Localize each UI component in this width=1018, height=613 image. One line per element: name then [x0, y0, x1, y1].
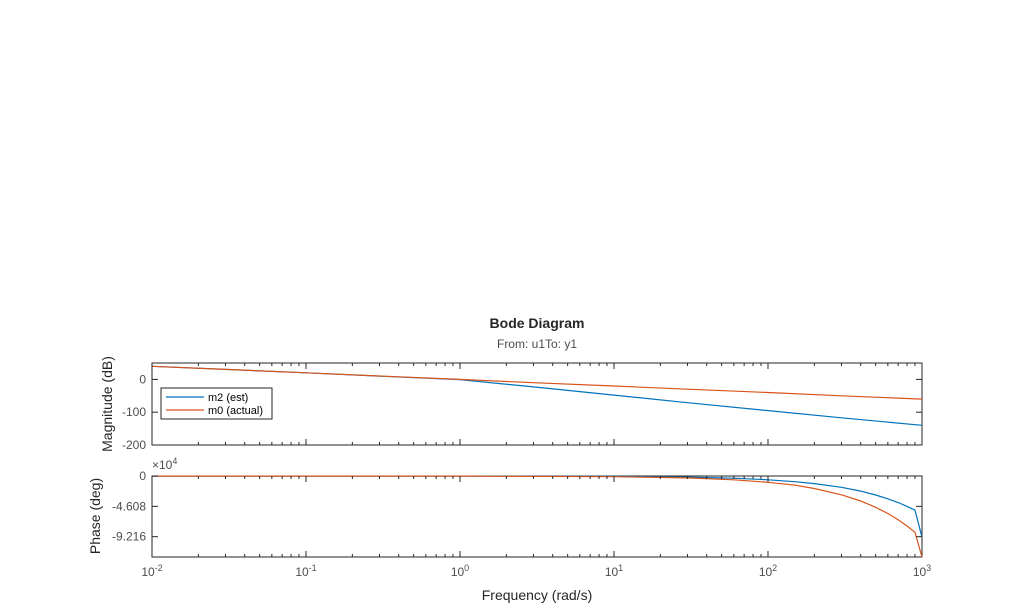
x-tick-label: 10-1	[295, 563, 316, 579]
x-tick-label-exp: 3	[926, 563, 931, 573]
phase-y-tick-label: 0	[139, 469, 146, 483]
x-tick-label: 10-2	[141, 563, 162, 579]
phase-axes: 0 -4.608 -9.216 Phase (deg) ×104	[87, 456, 923, 558]
magnitude-y-tick-label: 0	[139, 372, 146, 386]
x-tick-label: 101	[605, 563, 623, 579]
x-ticks-group: 10-2 10-1 100 101 102 103	[141, 363, 931, 579]
magnitude-series-group	[151, 365, 923, 426]
magnitude-y-tick-label: -100	[122, 405, 146, 419]
x-tick-label: 100	[451, 563, 469, 579]
phase-ylabel: Phase (deg)	[87, 478, 103, 554]
x-tick-label-base: 10	[451, 565, 465, 579]
x-tick-label-exp: 2	[772, 563, 777, 573]
phase-plot-area	[151, 475, 923, 558]
x-tick-label-base: 10	[141, 565, 155, 579]
x-tick-label-base: 10	[295, 565, 309, 579]
x-tick-label-exp: -1	[309, 563, 317, 573]
x-tick-label-exp: 0	[464, 563, 469, 573]
phase-y-tick-label: -4.608	[112, 499, 146, 513]
x-tick-label-exp: 1	[618, 563, 623, 573]
legend-label-m0-actual: m0 (actual)	[208, 405, 263, 417]
phase-series-group	[152, 475, 923, 558]
magnitude-ylabel: Magnitude (dB)	[99, 356, 115, 452]
x-axis-label: Frequency (rad/s)	[482, 587, 592, 603]
magnitude-ticks-group: 0 -100 -200	[122, 372, 922, 452]
legend-box	[160, 387, 273, 420]
magnitude-y-tick-label: -200	[122, 438, 146, 452]
phase-series-1	[152, 475, 923, 558]
x-tick-label-base: 10	[605, 565, 619, 579]
phase-multiplier-exp: 4	[172, 456, 177, 466]
legend: m2 (est) m0 (actual)	[160, 387, 273, 420]
chart-subtitle: From: u1To: y1	[497, 337, 577, 351]
x-tick-label-exp: -2	[155, 563, 163, 573]
legend-label-m2-est: m2 (est)	[208, 392, 248, 404]
phase-ticks-group: 0 -4.608 -9.216	[112, 469, 922, 544]
magnitude-axes: 0 -100 -200 Magnitude (dB)	[99, 356, 923, 452]
magnitude-plot-area	[151, 362, 923, 446]
x-tick-label: 102	[759, 563, 777, 579]
x-tick-label: 103	[913, 563, 931, 579]
x-tick-label-base: 10	[759, 565, 773, 579]
phase-y-tick-label: -9.216	[112, 530, 146, 544]
subtitle-to: To: y1	[545, 337, 577, 351]
phase-multiplier-base: ×10	[152, 458, 173, 472]
phase-multiplier: ×104	[152, 456, 177, 472]
subtitle-from: From: u1	[497, 337, 545, 351]
x-tick-label-base: 10	[913, 565, 927, 579]
chart-title: Bode Diagram	[490, 315, 585, 331]
magnitude-series-1	[151, 365, 923, 400]
